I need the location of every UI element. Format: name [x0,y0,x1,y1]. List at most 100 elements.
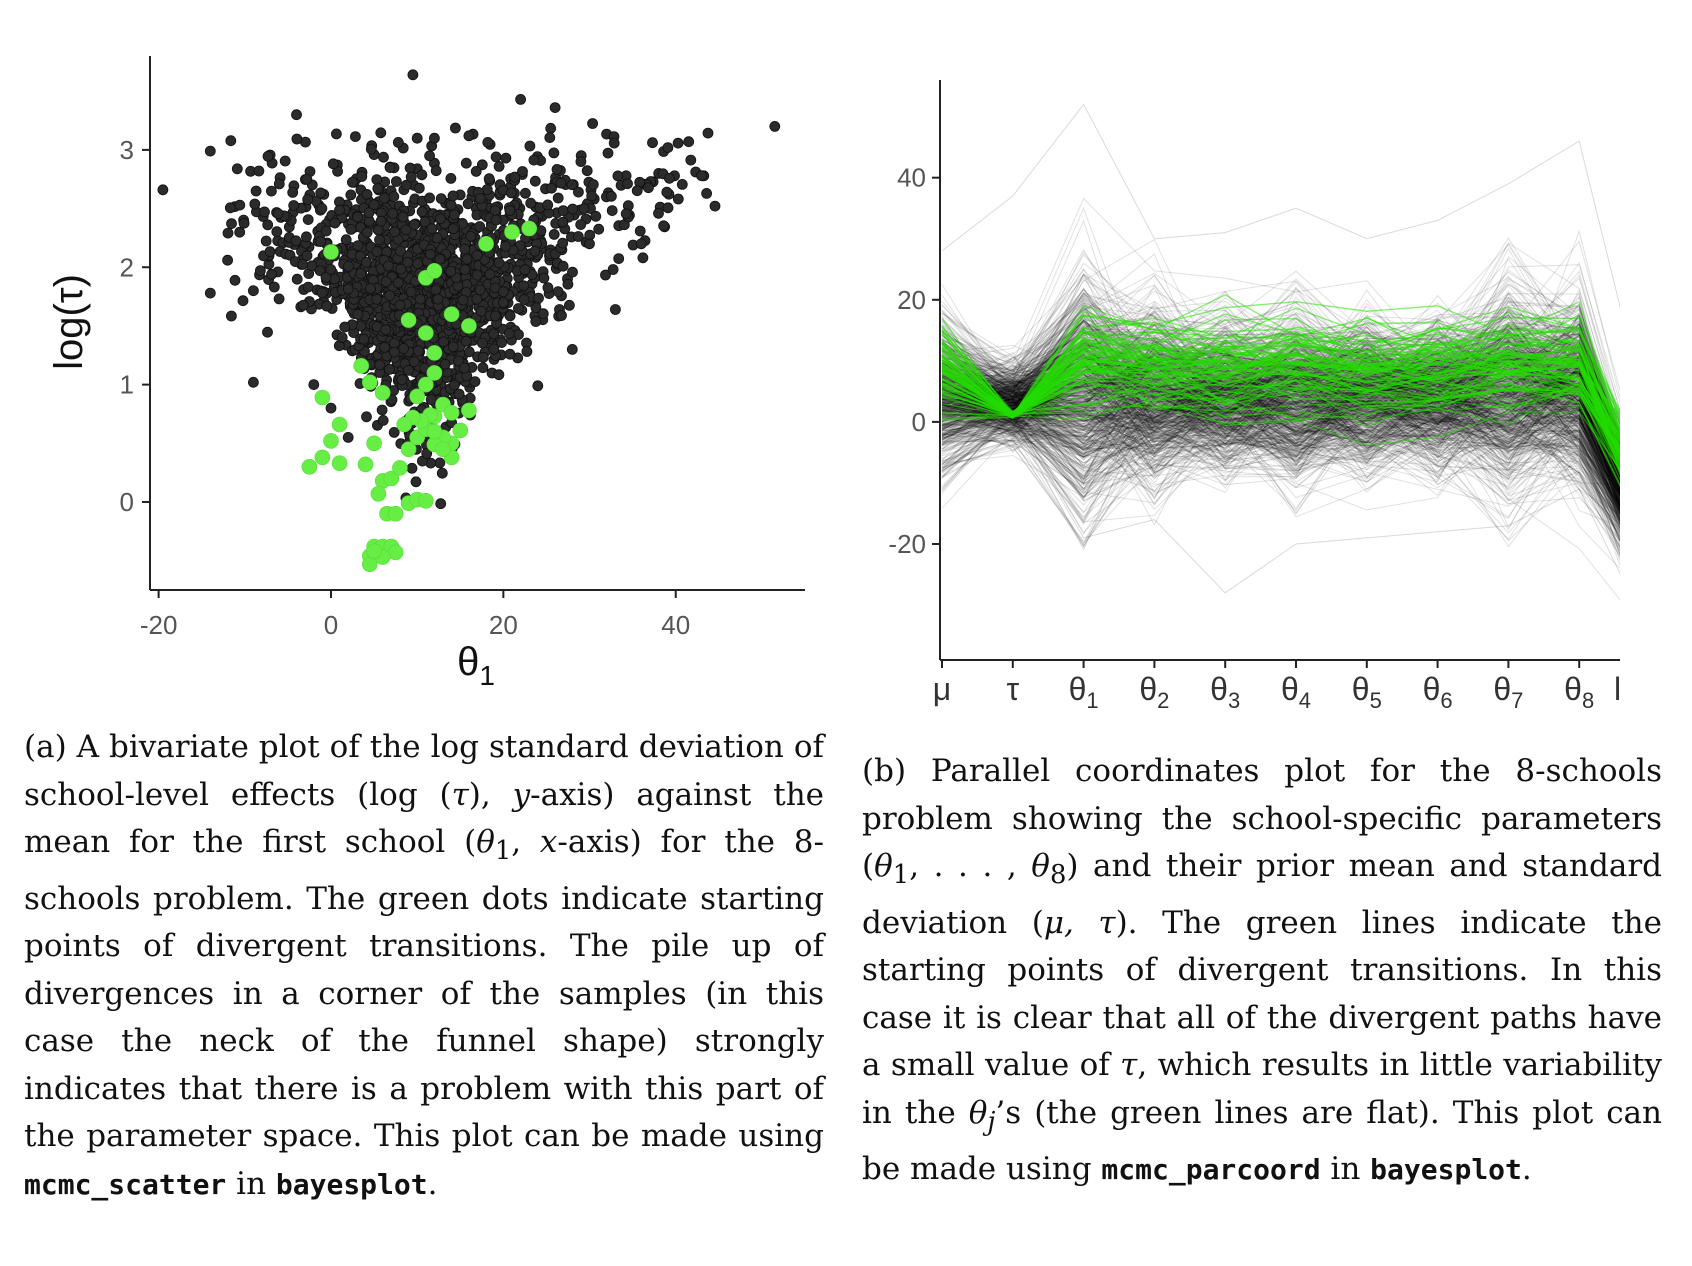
sample-point [386,394,398,406]
caption-a: (a) A bivariate plot of the log standard… [24,724,824,1208]
sample-point [612,170,624,182]
sample-line [941,382,1620,548]
y-tick-label: -20 [888,529,926,559]
divergent-line [941,380,1620,440]
caption-b: (b) Parallel coordinates plot for the 8-… [862,748,1662,1194]
sample-point [398,343,410,354]
sample-point [662,142,674,154]
sample-point [676,178,688,190]
caption-a-text-1: (a) A bivariate plot of the log standard… [24,729,824,813]
sample-line [941,387,1620,516]
x-tick-label: θ7 [1493,671,1523,713]
axis-ticks: -2002040μτθ1θ2θ3θ4θ5θ6θ7θ8lp__ [888,163,1620,713]
sample-point [593,223,605,235]
sample-point [517,166,528,177]
sample-point [575,219,587,231]
x-tick-label: θ1 [1069,671,1099,713]
sample-point [425,394,437,406]
sample-point [518,280,530,292]
sample-point [496,337,508,349]
divergent-point [443,404,460,421]
sample-line [941,338,1620,511]
sample-line [941,404,1620,543]
sample-point [634,225,646,237]
sample-point [361,188,373,200]
sample-point [493,257,505,269]
sample-point [361,226,373,238]
y-tick-label: 20 [897,285,926,315]
sample-line [941,405,1620,501]
sample-point [392,277,404,289]
sample-line [941,341,1620,451]
sample-line [941,392,1620,524]
sample-point [537,308,549,320]
sample-point [315,236,327,248]
sample-point [490,214,502,226]
sample-point [407,69,419,81]
sample-point [566,179,578,191]
sample-line [941,387,1620,472]
divergent-point [417,325,434,341]
sample-line [941,298,1620,457]
sample-line [941,393,1620,545]
sample-point [410,476,422,488]
divergent-point [301,458,318,475]
caption-a-text-4: , [511,824,540,860]
sample-point [445,172,457,184]
sample-line [941,344,1620,478]
sample-point [533,292,544,304]
parallel-coordinates-chart: -2002040μτθ1θ2θ3θ4θ5θ6θ7θ8lp__ [888,80,1620,713]
sample-line [941,393,1620,542]
sample-line [941,313,1620,481]
extreme-line [941,415,1620,594]
sample-line [941,364,1620,496]
sample-line [941,341,1620,517]
caption-b-math-mu-tau: μ, τ [1043,904,1116,941]
sample-point [372,183,384,194]
sample-point [549,102,561,113]
x-axis-label: θ1 [457,640,495,691]
sample-point [606,190,617,202]
sample-point [438,336,450,348]
sample-line [941,413,1620,542]
sample-point [535,225,547,237]
sample-point [435,498,447,510]
sample-point [272,208,284,220]
sample-point [637,252,649,264]
sample-point [529,175,541,187]
x-tick-label-sub: 5 [1370,688,1382,713]
x-tick-label-main: τ [1006,671,1019,707]
sample-point [552,192,564,204]
sample-point [529,245,541,257]
sample-line [941,270,1620,446]
sample-line [941,354,1620,490]
sample-line [941,411,1620,548]
divergent-point [435,441,451,458]
divergent-point [396,416,413,433]
sample-point [475,305,487,317]
caption-b-math-theta1: θ [874,848,893,884]
sample-point [477,362,489,374]
x-tick-label: θ4 [1281,671,1311,713]
sample-line [941,408,1620,548]
x-tick-label: θ3 [1210,671,1240,713]
sample-point [238,217,250,229]
sample-line [941,410,1620,547]
sample-line [941,306,1620,456]
sample-line [941,416,1620,557]
sample-point [250,185,262,197]
sample-point [542,282,554,294]
sample-point [530,316,542,327]
sample-point [377,414,389,426]
sample-point [356,171,368,182]
sample-line [941,400,1620,520]
divergent-line [941,367,1620,460]
sample-line [941,383,1620,526]
divergent-line [941,370,1620,472]
sample-point [602,147,614,159]
sample-point [658,220,669,232]
caption-a-math-tau: τ [451,776,469,813]
sample-point [271,226,283,238]
sample-point [402,256,414,268]
sample-point [435,193,447,205]
